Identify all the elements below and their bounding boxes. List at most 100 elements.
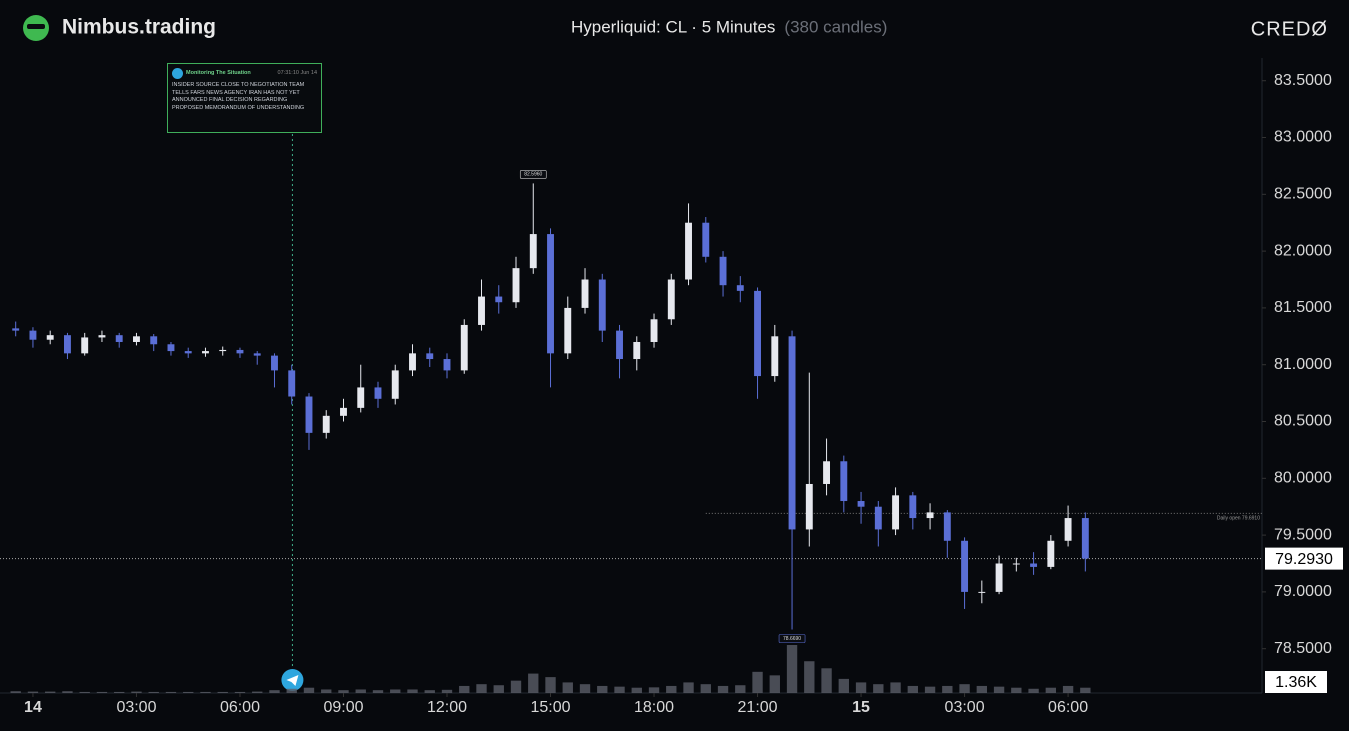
x-tick-label: 21:00: [738, 699, 778, 716]
volume-bar: [286, 688, 297, 693]
volume-bar: [700, 684, 711, 693]
y-tick-label: 79.0000: [1274, 583, 1332, 600]
volume-bar: [96, 691, 108, 693]
daily-open-label: Daily open 79.6910: [1217, 516, 1260, 522]
volume-bar: [528, 673, 539, 693]
volume-bar: [459, 685, 470, 693]
candle-body: [805, 483, 813, 530]
x-tick-label: 06:00: [1048, 699, 1088, 716]
candle-body: [943, 512, 951, 541]
volume-bar: [855, 682, 867, 693]
candle-body: [271, 355, 278, 371]
candle-body: [547, 234, 554, 354]
volume-bar: [545, 677, 556, 693]
candle-body: [253, 353, 261, 356]
candle-body: [236, 349, 244, 354]
candle-body: [598, 279, 606, 331]
volume-bar: [717, 685, 729, 693]
volume-bar: [1045, 687, 1057, 693]
volume-bar: [303, 687, 315, 693]
volume-bar: [27, 691, 39, 693]
news-time: 07:31:10 Jun 14: [277, 69, 317, 76]
x-tick-label: 14: [24, 699, 42, 716]
volume-bar: [165, 691, 177, 693]
volume-label: 1.36K: [1275, 674, 1317, 691]
y-tick-label: 83.5000: [1274, 72, 1332, 89]
news-card[interactable]: Monitoring The Situation 07:31:10 Jun 14 …: [167, 63, 322, 133]
y-tick-label: 82.5000: [1274, 186, 1332, 203]
candle-body: [771, 336, 779, 377]
volume-bar: [114, 691, 125, 693]
candle-body: [529, 234, 537, 269]
volume-bar: [441, 689, 453, 693]
volume-bar: [597, 685, 608, 693]
volume-bar: [62, 691, 73, 693]
candle-body: [685, 222, 692, 280]
y-tick-label: 81.5000: [1274, 299, 1332, 316]
candle-body: [409, 353, 416, 371]
candle-body: [995, 563, 1003, 592]
extreme-box: [778, 634, 806, 643]
candle-body: [322, 415, 330, 433]
candle-body: [98, 335, 106, 338]
volume-bar: [769, 675, 780, 693]
candle-body: [874, 506, 882, 530]
volume-bar: [683, 682, 694, 693]
candle-body: [616, 330, 623, 360]
volume-bar: [942, 685, 953, 693]
candle-body: [1012, 563, 1020, 565]
candle-body: [564, 307, 572, 354]
volume-bar: [407, 689, 418, 693]
candle-body: [115, 335, 123, 342]
candle-body: [926, 512, 934, 519]
candle-body: [202, 351, 209, 354]
candle-body: [909, 495, 917, 519]
volume-bar: [269, 690, 280, 693]
candle-body: [495, 296, 503, 303]
x-tick-label: 03:00: [116, 699, 156, 716]
y-tick-label: 80.5000: [1274, 413, 1332, 430]
volume-bar: [614, 686, 625, 693]
candle-body: [736, 285, 744, 291]
candle-body: [650, 319, 658, 342]
y-tick-label: 79.5000: [1274, 526, 1332, 543]
x-tick-label: 15: [852, 699, 870, 716]
news-source: Monitoring The Situation: [186, 69, 251, 76]
last-price-box: [1265, 547, 1343, 570]
candle-body: [443, 359, 451, 371]
logo: CREDØ: [1251, 18, 1328, 40]
volume-bar: [648, 687, 660, 693]
volume-bar: [579, 684, 591, 693]
volume-bar: [1080, 687, 1091, 693]
volume-bar: [79, 691, 90, 693]
brand[interactable]: Nimbus.trading: [62, 16, 216, 39]
last-price-label: 79.2930: [1275, 551, 1333, 568]
candle-body: [1081, 518, 1089, 559]
volume-bar: [804, 661, 815, 693]
volume-bar: [510, 680, 522, 693]
volume-bar: [476, 684, 487, 693]
x-tick-label: 09:00: [323, 699, 363, 716]
volume-bar: [200, 691, 211, 693]
volume-bar: [562, 682, 573, 693]
volume-bar: [10, 691, 21, 693]
x-tick-label: 03:00: [945, 699, 985, 716]
volume-bar: [786, 645, 798, 693]
telegram-glyph: [286, 675, 299, 686]
volume-bar: [752, 671, 763, 693]
volume-bar: [234, 691, 246, 693]
extreme-label: 78.6690: [783, 636, 801, 642]
candle-body: [29, 330, 37, 340]
candle-body: [12, 328, 20, 331]
volume-bar: [148, 691, 159, 693]
candle-body: [460, 324, 468, 371]
y-tick-label: 80.0000: [1274, 470, 1332, 487]
candle-body: [633, 341, 641, 360]
extreme-label: 82.5960: [524, 172, 542, 178]
candle-body: [305, 396, 313, 433]
volume-bar: [217, 691, 228, 693]
news-header: Monitoring The Situation 07:31:10 Jun 14: [172, 68, 317, 79]
volume-bar: [890, 682, 901, 693]
